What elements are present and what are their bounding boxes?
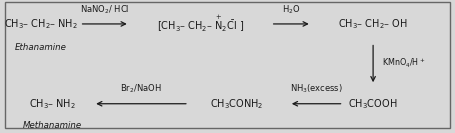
Text: Br$_2$/NaOH: Br$_2$/NaOH: [120, 83, 162, 95]
FancyBboxPatch shape: [5, 2, 450, 128]
Text: KMnO$_4$/H$^+$: KMnO$_4$/H$^+$: [382, 57, 425, 70]
Text: Methanamine: Methanamine: [23, 120, 82, 130]
Text: [CH$_3$– CH$_2$– $\overset{+}{\mathrm{N}}_2\bar{\mathrm{Cl}}$ ]: [CH$_3$– CH$_2$– $\overset{+}{\mathrm{N}…: [157, 14, 244, 34]
Text: CH$_3$– CH$_2$– NH$_2$: CH$_3$– CH$_2$– NH$_2$: [4, 17, 78, 31]
Text: CH$_3$COOH: CH$_3$COOH: [349, 97, 398, 111]
Text: H$_2$O: H$_2$O: [282, 3, 300, 16]
Text: CH$_3$CONH$_2$: CH$_3$CONH$_2$: [210, 97, 263, 111]
Text: CH$_3$– CH$_2$– OH: CH$_3$– CH$_2$– OH: [338, 17, 408, 31]
Text: NH$_3$(excess): NH$_3$(excess): [290, 83, 343, 95]
Text: CH$_3$– NH$_2$: CH$_3$– NH$_2$: [29, 97, 76, 111]
Text: Ethanamine: Ethanamine: [15, 43, 67, 52]
Text: NaNO$_2$/ HCl: NaNO$_2$/ HCl: [80, 3, 129, 16]
